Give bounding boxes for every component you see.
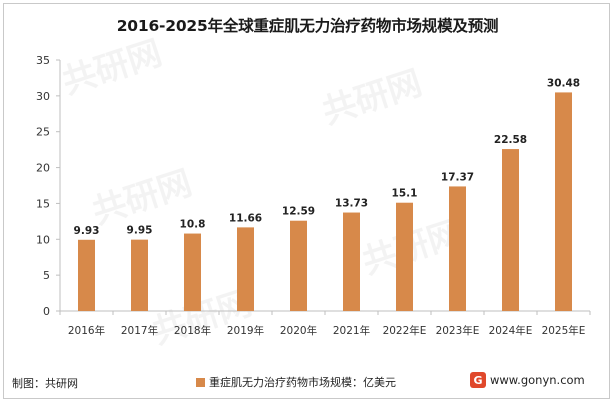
data-label: 12.59 <box>282 206 315 218</box>
legend-swatch <box>196 377 205 387</box>
bar <box>555 92 572 311</box>
x-tick-label: 2025年E <box>542 324 586 337</box>
x-tick-label: 2019年 <box>227 324 264 337</box>
x-tick-label: 2017年 <box>121 324 158 337</box>
legend: 重症肌无力治疗药物市场规模：亿美元 <box>196 374 396 390</box>
data-label: 9.93 <box>74 225 100 237</box>
legend-label: 重症肌无力治疗药物市场规模：亿美元 <box>209 376 396 389</box>
x-tick-label: 2020年 <box>280 324 317 337</box>
bar <box>502 149 519 311</box>
bar <box>396 202 413 311</box>
bar <box>78 239 95 311</box>
data-label: 30.48 <box>547 77 580 89</box>
chart-frame <box>3 3 610 399</box>
bar <box>343 212 360 311</box>
y-tick-label: 15 <box>36 197 50 210</box>
x-tick-label: 2022年E <box>383 324 427 337</box>
x-tick-label: 2023年E <box>436 324 480 337</box>
y-tick-label: 0 <box>43 305 50 318</box>
bar <box>290 220 307 311</box>
data-label: 17.37 <box>441 171 474 183</box>
y-tick-label: 30 <box>36 90 50 103</box>
bar <box>449 186 466 311</box>
data-label: 9.95 <box>127 225 153 237</box>
x-tick-label: 2018年 <box>174 324 211 337</box>
bar <box>184 233 201 311</box>
y-tick-label: 5 <box>43 269 50 282</box>
y-tick-label: 35 <box>36 54 50 67</box>
data-label: 22.58 <box>494 134 527 146</box>
x-tick-label: 2024年E <box>489 324 533 337</box>
website-credit[interactable]: G www.gonyn.com <box>470 372 585 388</box>
y-tick-label: 10 <box>36 233 50 246</box>
data-label: 15.1 <box>392 188 418 200</box>
bar <box>237 227 254 311</box>
x-tick-label: 2016年 <box>68 324 105 337</box>
gonyn-logo-icon: G <box>470 372 486 388</box>
bar <box>131 239 148 311</box>
data-label: 10.8 <box>180 219 206 231</box>
chart-title: 2016-2025年全球重症肌无力治疗药物市场规模及预测 <box>116 17 499 35</box>
data-label: 13.73 <box>335 198 368 210</box>
website-url[interactable]: www.gonyn.com <box>490 373 585 387</box>
source-label: 制图：共研网 <box>12 377 78 390</box>
x-tick-label: 2021年 <box>333 324 370 337</box>
y-tick-label: 20 <box>36 162 50 175</box>
y-tick-label: 25 <box>36 126 50 139</box>
data-label: 11.66 <box>229 212 262 224</box>
